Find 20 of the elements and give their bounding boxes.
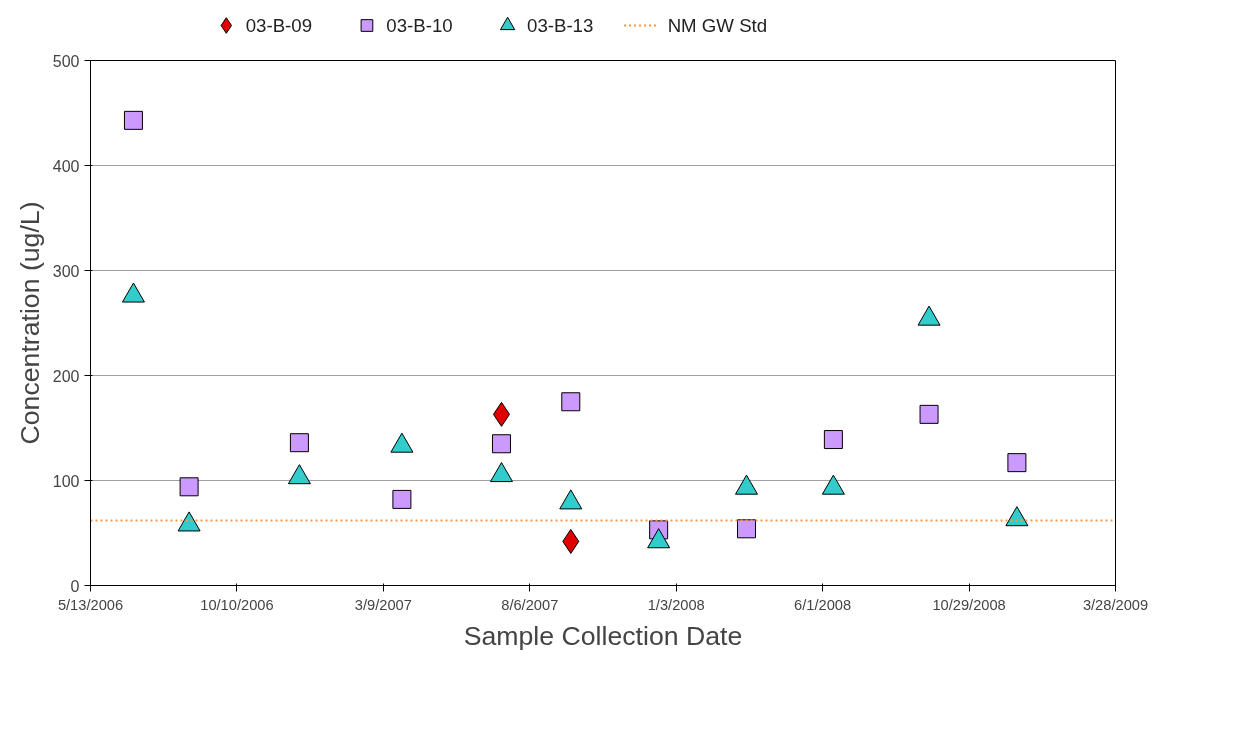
x-axis-title: Sample Collection Date	[463, 620, 743, 651]
y-tick-label: 100	[52, 472, 80, 490]
x-tick-label: 10/29/2008	[932, 596, 1006, 613]
x-tick-label: 3/28/2009	[1082, 596, 1149, 613]
x-tick-label: 5/13/2006	[57, 596, 124, 613]
y-tick-label: 200	[52, 367, 80, 385]
legend-label: NM GW Std	[667, 15, 768, 36]
y-tick-label: 300	[52, 262, 80, 280]
legend-label: 03-B-09	[245, 15, 313, 36]
x-tick-label: 10/10/2006	[200, 596, 274, 613]
x-tick-label: 3/9/2007	[354, 596, 412, 613]
y-tick-label: 400	[52, 157, 80, 175]
legend-label: 03-B-10	[386, 15, 453, 36]
y-tick-label: 0	[70, 577, 80, 595]
legend-label: 03-B-13	[527, 15, 594, 36]
y-axis-title: Concentration (ug/L)	[14, 201, 45, 445]
x-tick-label: 6/1/2008	[794, 596, 852, 613]
x-tick-label: 8/6/2007	[501, 596, 559, 613]
y-tick-label: 500	[52, 52, 80, 70]
x-tick-label: 1/3/2008	[647, 596, 705, 613]
